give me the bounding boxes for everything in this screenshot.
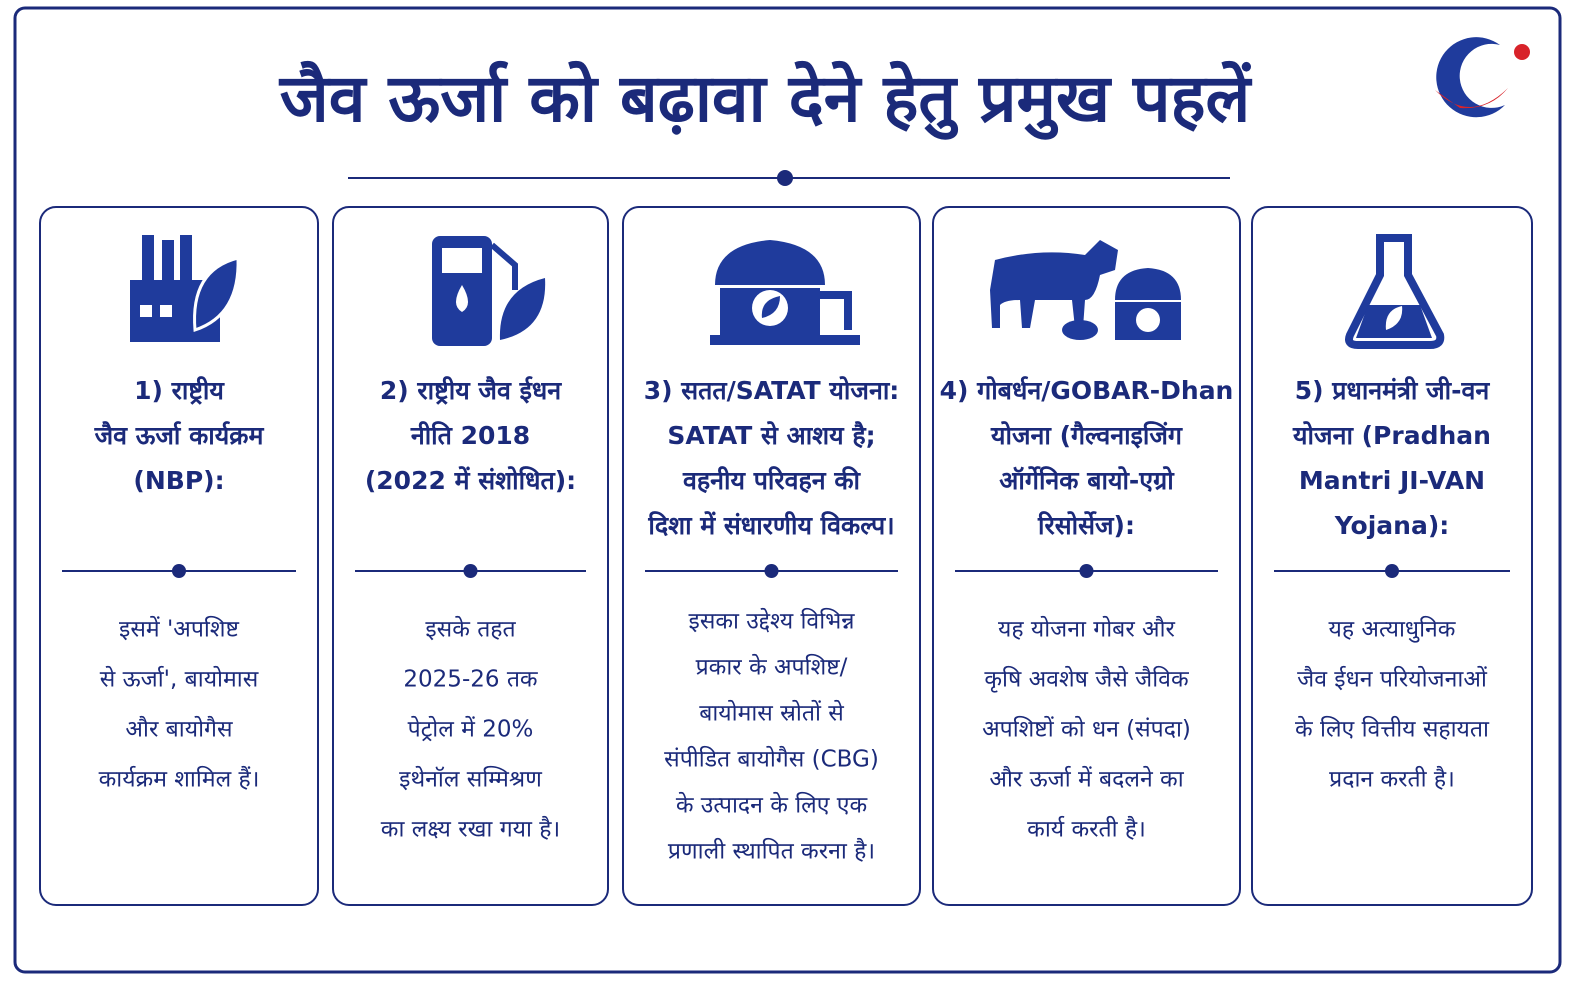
icon-fuel-pump <box>432 236 546 346</box>
card-body: प्रणाली स्थापित करना है। <box>668 838 875 865</box>
card-body: और ऊर्जा में बदलने का <box>989 766 1184 793</box>
card-heading: योजना (गैल्वनाइजिंग <box>990 421 1183 450</box>
card-heading: जैव ऊर्जा कार्यक्रम <box>94 421 265 450</box>
card-body: यह अत्याधुनिक <box>1329 616 1457 644</box>
title-divider <box>348 170 1230 186</box>
divider-dot <box>172 564 186 578</box>
card <box>332 206 609 906</box>
card-body: कार्यक्रम शामिल हैं। <box>99 766 260 793</box>
icon-factory <box>130 235 240 342</box>
card-heading: (NBP): <box>133 466 224 495</box>
divider-dot <box>1385 564 1399 578</box>
card <box>932 206 1241 906</box>
title: जैव ऊर्जा को बढ़ावा देने हेतु प्रमुख पहल… <box>278 60 1253 140</box>
icon-biogas-tank <box>710 240 860 345</box>
card-heading: (2022 में संशोधित): <box>365 466 576 495</box>
card-heading: ऑर्गेनिक बायो-एग्रो <box>999 466 1175 495</box>
card-heading: Mantri JI-VAN <box>1299 466 1485 495</box>
card-body: इसमें 'अपशिष्ट <box>119 616 239 643</box>
card-heading: नीति 2018 <box>410 421 530 450</box>
card-body: पेट्रोल में 20% <box>408 716 534 743</box>
divider-dot <box>764 564 779 578</box>
divider-dot <box>1079 564 1094 578</box>
card-body: अपशिष्टों को धन (संपदा) <box>982 716 1191 743</box>
card-heading: 5) प्रधानमंत्री जी-वन <box>1295 376 1491 405</box>
card <box>1251 206 1533 906</box>
card-body: कृषि अवशेष जैसे जैविक <box>984 666 1190 694</box>
card-heading: वहनीय परिवहन की <box>682 466 862 495</box>
card-heading: रिसोर्सेज): <box>1037 511 1135 540</box>
card-body: बायोमास स्रोतों से <box>699 700 844 727</box>
logo <box>1435 37 1530 118</box>
card-body: प्रकार के अपशिष्ट/ <box>696 654 848 681</box>
card-heading: 2) राष्ट्रीय जैव ईधन <box>380 376 562 405</box>
icon-cow-biogas <box>990 240 1181 340</box>
card-heading: योजना (Pradhan <box>1292 421 1491 450</box>
card-body: यह योजना गोबर और <box>998 616 1176 643</box>
card-heading: SATAT से आशय है; <box>667 421 875 450</box>
card-heading: दिशा में संधारणीय विकल्प। <box>647 511 894 540</box>
card-body: प्रदान करती है। <box>1329 766 1455 793</box>
card-body: जैव ईधन परियोजनाओं <box>1297 666 1487 693</box>
card-heading: 3) सतत/SATAT योजना: <box>644 376 900 405</box>
card-body: इथेनॉल सम्मिश्रण <box>399 766 542 793</box>
card-body: के उत्पादन के लिए एक <box>676 792 869 819</box>
card-heading: Yojana): <box>1334 511 1450 540</box>
card-body: इसके तहत <box>425 616 516 643</box>
card-body: से ऊर्जा', बायोमास <box>100 666 259 693</box>
card-body: 2025-26 तक <box>403 667 539 693</box>
divider-dot <box>463 564 478 578</box>
card-body: संपीडित बायोगैस (CBG) <box>664 746 879 773</box>
card-body: इसका उद्देश्य विभिन्न <box>689 608 856 635</box>
card-body: कार्य करती है। <box>1027 816 1146 843</box>
card-body: और बायोगैस <box>125 716 233 743</box>
icon-flask <box>1345 234 1445 349</box>
card <box>39 206 319 906</box>
card-body: का लक्ष्य रखा गया है। <box>381 816 560 843</box>
card-heading: 4) गोबर्धन/GOBAR-Dhan <box>940 376 1234 405</box>
card-heading: 1) राष्ट्रीय <box>134 376 225 405</box>
card-body: के लिए वित्तीय सहायता <box>1295 716 1490 743</box>
card <box>622 206 921 906</box>
